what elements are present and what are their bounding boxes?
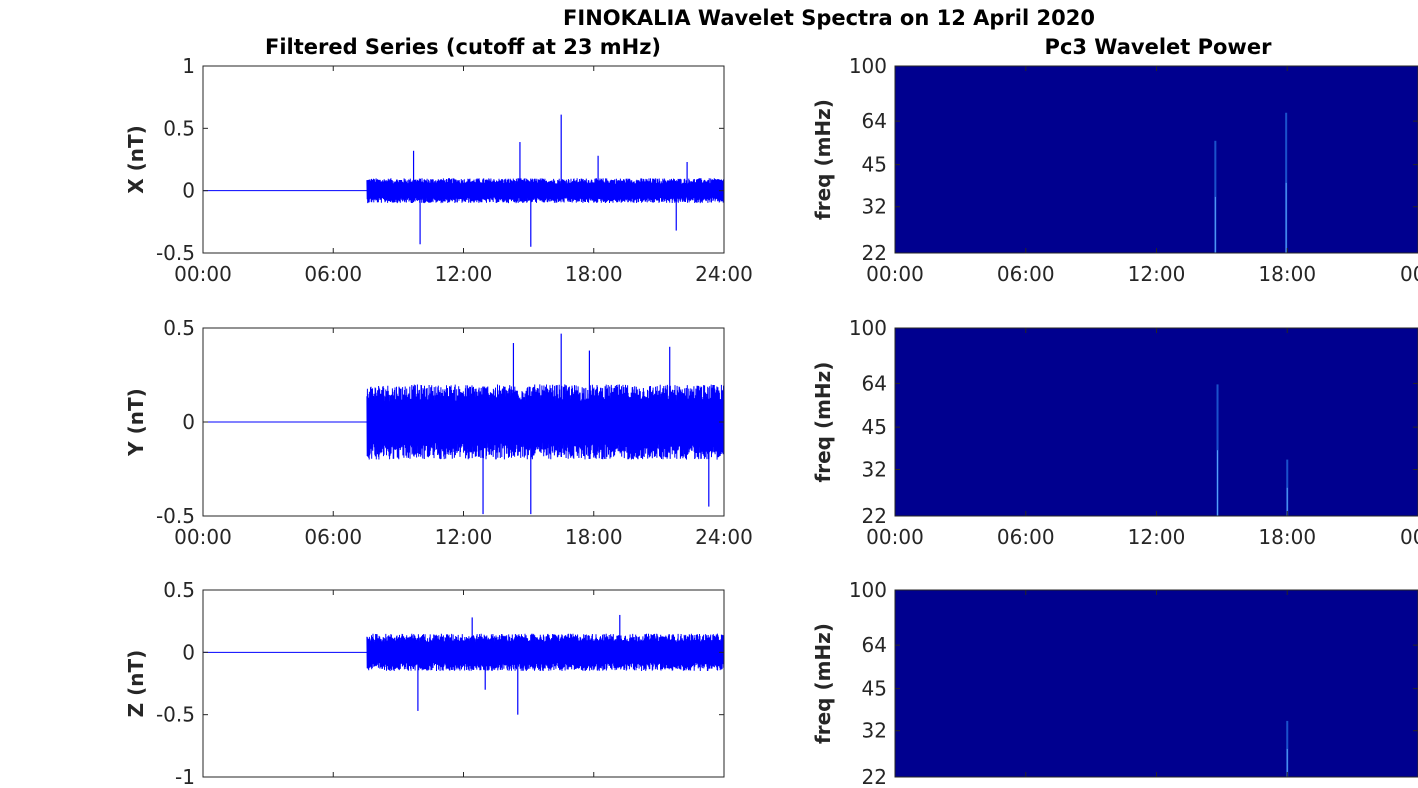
- panel-3: 00:00 06:00 12:00 18:00 24:00 -0.5 0 0.5 Y (nT): [124, 316, 753, 549]
- panel-1: 00:00 06:00 12:00 18:00 24:00 -0.5 0 0.5 1 X (nT): [124, 54, 753, 286]
- y-axis-label: freq (mHz): [811, 99, 835, 220]
- power-burst-core: [1286, 487, 1288, 516]
- y-tick-label: 45: [862, 677, 887, 701]
- x-tick-label: 06:00: [997, 262, 1055, 286]
- panel-2: 00:00 06:00 12:00 18:00 00 22 32 45 64 100 freq (m…: [811, 54, 1418, 286]
- y-tick-label: 100: [849, 316, 887, 340]
- y-tick-label: 0: [182, 179, 195, 203]
- y-tick-label: 0.5: [163, 116, 195, 140]
- x-tick-label: 00: [1400, 262, 1418, 286]
- x-tick-label: 06:00: [304, 525, 362, 549]
- x-tick-label: 18:00: [1258, 262, 1316, 286]
- y-tick-label: 0.5: [163, 316, 195, 340]
- x-tick-label: 12:00: [1128, 525, 1186, 549]
- y-tick-label: 64: [862, 109, 887, 133]
- y-tick-label: 22: [862, 241, 887, 265]
- y-tick-label: 64: [862, 371, 887, 395]
- x-tick-label: 06:00: [304, 262, 362, 286]
- x-tick-label: 12:00: [435, 262, 493, 286]
- y-tick-label: 22: [862, 765, 887, 788]
- wavelet-power-map: [895, 590, 1418, 777]
- y-tick-label: 0: [182, 640, 195, 664]
- axes-frame: [202, 589, 725, 778]
- panel-6: 22 32 45 64 100 freq (mHz): [811, 578, 1418, 788]
- y-tick-label: 45: [862, 415, 887, 439]
- y-tick-label: 32: [862, 195, 887, 219]
- x-tick-label: 18:00: [565, 262, 623, 286]
- panel-5: -1 -0.5 0 0.5 Z (nT): [124, 578, 725, 788]
- x-tick-label: 00:00: [866, 262, 924, 286]
- trace-line: [366, 178, 725, 204]
- power-burst-core: [1214, 196, 1216, 253]
- trace-line: [366, 384, 725, 460]
- x-tick-label: 18:00: [565, 525, 623, 549]
- wavelet-power-map: [895, 328, 1418, 516]
- x-tick-label: 00:00: [866, 525, 924, 549]
- y-axis-label: Y (nT): [124, 388, 148, 457]
- x-tick-label: 12:00: [1128, 262, 1186, 286]
- y-tick-label: 64: [862, 633, 887, 657]
- y-axis-label: X (nT): [124, 125, 148, 194]
- y-tick-label: -0.5: [156, 703, 195, 727]
- y-tick-label: 1: [182, 54, 195, 78]
- y-tick-label: 0: [182, 410, 195, 434]
- figure-title: FINOKALIA Wavelet Spectra on 12 April 20…: [563, 6, 1095, 30]
- x-tick-label: 00:00: [174, 262, 232, 286]
- axes-frame: [202, 65, 725, 254]
- y-tick-label: 100: [849, 54, 887, 78]
- y-axis-label: freq (mHz): [811, 362, 835, 483]
- y-tick-label: 100: [849, 578, 887, 602]
- x-tick-label: 00:00: [174, 525, 232, 549]
- left-column-title: Filtered Series (cutoff at 23 mHz): [265, 35, 661, 59]
- wavelet-power-map: [895, 66, 1418, 253]
- x-tick-label: 12:00: [435, 525, 493, 549]
- y-tick-label: 0.5: [163, 578, 195, 602]
- x-tick-label: 24:00: [695, 262, 753, 286]
- y-tick-label: 45: [862, 153, 887, 177]
- y-axis-label: freq (mHz): [811, 623, 835, 744]
- y-tick-label: 22: [862, 504, 887, 528]
- power-burst-core: [1286, 748, 1288, 777]
- x-tick-label: 18:00: [1258, 525, 1316, 549]
- y-tick-label: -0.5: [156, 241, 195, 265]
- right-column-title: Pc3 Wavelet Power: [1045, 35, 1273, 59]
- x-tick-label: 24:00: [695, 525, 753, 549]
- trace-line: [366, 633, 725, 672]
- x-tick-label: 06:00: [997, 525, 1055, 549]
- y-tick-label: 32: [862, 719, 887, 743]
- x-tick-label: 00: [1400, 525, 1418, 549]
- y-tick-label: -1: [175, 765, 195, 788]
- panel-4: 00:00 06:00 12:00 18:00 00 22 32 45 64 100 freq (m…: [811, 316, 1418, 549]
- y-axis-label: Z (nT): [124, 650, 148, 718]
- power-burst-core: [1285, 182, 1287, 253]
- power-burst-core: [1217, 450, 1219, 516]
- y-tick-label: 32: [862, 457, 887, 481]
- y-tick-label: -0.5: [156, 504, 195, 528]
